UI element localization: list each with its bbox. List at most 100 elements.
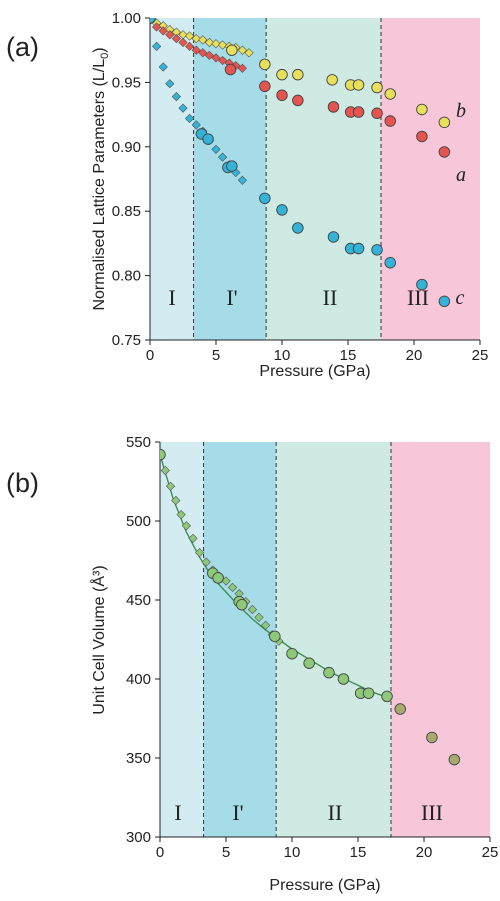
data-diamond-volume bbox=[194, 547, 205, 558]
x-tick-label: 10 bbox=[284, 844, 301, 861]
data-point-volume bbox=[448, 753, 461, 766]
x-tick-label: 25 bbox=[472, 347, 489, 364]
data-diamond-c bbox=[171, 91, 182, 102]
data-point-a bbox=[438, 146, 451, 158]
data-point-c bbox=[416, 278, 428, 291]
region-band bbox=[160, 442, 204, 837]
data-diamond-c bbox=[151, 41, 162, 51]
x-tick-label: 20 bbox=[406, 347, 423, 364]
data-diamond-a bbox=[211, 53, 221, 63]
x-tick-label: 10 bbox=[274, 347, 291, 364]
data-diamond-a bbox=[237, 63, 248, 73]
data-point-c bbox=[259, 192, 271, 205]
phase-regions bbox=[160, 442, 490, 837]
series-label-a: a bbox=[456, 164, 466, 186]
region-band bbox=[391, 442, 490, 837]
y-tick-label: 350 bbox=[126, 750, 151, 767]
data-point-volume bbox=[426, 731, 438, 744]
region-label: II bbox=[328, 800, 343, 825]
data-diamond-volume bbox=[201, 557, 211, 567]
y-tick-label: 550 bbox=[126, 434, 151, 451]
x-tick-label: 0 bbox=[156, 844, 164, 861]
data-diamond-a bbox=[178, 37, 188, 48]
data-point-volume bbox=[212, 572, 224, 584]
y-tick-label: 0.75 bbox=[112, 332, 141, 349]
data-point-a bbox=[276, 89, 288, 102]
data-diamond-b bbox=[184, 31, 195, 41]
region-band bbox=[381, 18, 480, 340]
data-diamond-c bbox=[217, 152, 228, 162]
data-diamond-a bbox=[165, 30, 175, 40]
data-point-b bbox=[259, 58, 271, 71]
x-tick-label: 5 bbox=[212, 347, 220, 364]
data-point-a bbox=[327, 101, 340, 113]
y-tick-label: 450 bbox=[126, 592, 151, 609]
data-point-b bbox=[384, 88, 396, 100]
data-diamond-a bbox=[198, 48, 208, 58]
data-point-volume bbox=[337, 673, 350, 685]
data-diamond-volume bbox=[181, 521, 192, 531]
panel-label-a: (a) bbox=[6, 32, 39, 62]
data-diamond-volume bbox=[160, 465, 170, 476]
data-diamond-b bbox=[204, 37, 215, 48]
data-diamond-c bbox=[158, 62, 168, 72]
data-diamond-b bbox=[237, 45, 248, 55]
data-diamond-c bbox=[211, 144, 221, 155]
tick-labels: 0 5 10 15 20 25 300 350 400 450 500 550 bbox=[126, 434, 498, 861]
y-tick-label: 0.95 bbox=[112, 74, 141, 91]
data-diamond-a bbox=[217, 55, 228, 66]
data-marks bbox=[160, 448, 461, 766]
y-axis-label: Unit Cell Volume (Å³) bbox=[89, 565, 108, 714]
region-label: I bbox=[174, 800, 181, 825]
data-point-volume bbox=[236, 598, 248, 611]
data-diamond-b bbox=[211, 39, 221, 49]
data-diamond-a bbox=[158, 26, 168, 36]
data-point-volume bbox=[362, 687, 375, 699]
data-diamond-b bbox=[217, 40, 228, 50]
region-label: III bbox=[407, 285, 429, 310]
data-point-b bbox=[276, 68, 288, 81]
data-diamond-a bbox=[151, 22, 162, 32]
data-point-b bbox=[326, 74, 338, 86]
data-diamond-volume bbox=[165, 481, 176, 491]
data-point-b bbox=[352, 79, 365, 91]
data-diamond-a bbox=[171, 33, 182, 44]
data-point-b bbox=[226, 44, 238, 56]
data-point-a bbox=[224, 63, 237, 76]
x-tick-label: 25 bbox=[482, 844, 499, 861]
data-point-volume bbox=[394, 703, 406, 715]
data-diamond-c bbox=[237, 175, 248, 185]
y-tick-label: 0.85 bbox=[112, 203, 141, 220]
data-point-c bbox=[276, 204, 288, 216]
data-point-c bbox=[438, 295, 451, 308]
data-diamond-c bbox=[165, 79, 175, 89]
panel-a: 0 5 10 15 20 25 0.75 0.80 0.85 0.90 0.95 1.00 (a) P… bbox=[6, 10, 488, 380]
data-point-a bbox=[416, 130, 428, 143]
data-diamond-volume bbox=[176, 510, 186, 520]
data-diamond-volume bbox=[254, 612, 264, 623]
data-diamond-a bbox=[204, 50, 215, 60]
panel-label-b: (b) bbox=[6, 468, 39, 498]
data-point-c bbox=[384, 256, 396, 269]
data-point-volume bbox=[303, 657, 315, 669]
y-tick-label: 0.80 bbox=[112, 268, 141, 285]
y-tick-label: 500 bbox=[126, 513, 151, 530]
data-point-volume bbox=[286, 647, 298, 660]
axes-frame bbox=[155, 441, 491, 842]
data-point-c bbox=[292, 222, 304, 234]
y-tick-label: 0.90 bbox=[112, 139, 141, 156]
data-point-c bbox=[371, 244, 383, 256]
x-tick-label: 15 bbox=[340, 347, 357, 364]
region-label: III bbox=[421, 800, 443, 825]
data-point-c bbox=[352, 242, 365, 255]
x-tick-label: 5 bbox=[222, 844, 230, 861]
data-point-volume bbox=[269, 630, 281, 643]
region-band bbox=[203, 442, 277, 837]
x-axis-label: Pressure (GPa) bbox=[269, 877, 380, 894]
y-axis-label: Normalised Lattice Parameters (L/L0) bbox=[91, 47, 111, 310]
y-tick-label: 300 bbox=[126, 829, 151, 846]
data-point-b bbox=[292, 68, 304, 81]
data-diamond-volume bbox=[171, 495, 181, 506]
data-point-b bbox=[416, 103, 428, 116]
x-axis-label: Pressure (GPa) bbox=[259, 363, 370, 380]
